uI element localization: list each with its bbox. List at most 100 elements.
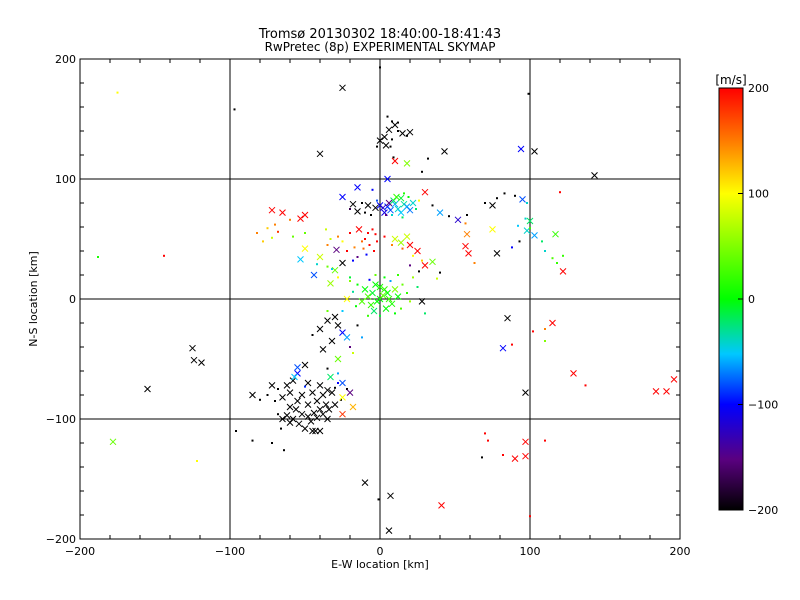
data-point-cross [310, 409, 318, 417]
data-point-cross [331, 266, 339, 274]
data-point-dot [277, 413, 279, 416]
data-points [97, 66, 678, 534]
data-point-dot [356, 256, 359, 258]
data-point-dot [544, 439, 546, 442]
data-point-dot [346, 388, 348, 390]
data-point-dot [532, 330, 534, 333]
data-point-dot [584, 384, 587, 387]
data-point-cross [370, 307, 378, 315]
data-point-cross [421, 262, 429, 269]
data-point-dot [401, 216, 404, 219]
data-point-cross [346, 389, 354, 396]
data-point-dot [262, 240, 264, 243]
data-point-dot [556, 262, 558, 264]
data-point-cross [324, 317, 331, 324]
data-point-cross [339, 379, 346, 387]
data-point-cross [393, 193, 400, 201]
data-point-cross [354, 208, 361, 215]
data-point-cross [349, 200, 357, 208]
data-point-cross [313, 397, 321, 405]
data-point-cross [379, 292, 387, 299]
data-point-cross [322, 401, 330, 408]
data-point-dot [526, 202, 528, 204]
data-point-dot [407, 196, 410, 198]
data-point-dot [406, 292, 408, 294]
data-point-cross [312, 427, 319, 435]
data-point-dot [412, 276, 414, 279]
data-point-cross [522, 389, 529, 396]
data-point-cross [190, 356, 198, 364]
data-point-cross [406, 241, 414, 249]
colorbar-tick-label: −200 [748, 504, 778, 517]
data-point-dot [473, 262, 476, 264]
data-point-dot [394, 312, 396, 315]
data-point-dot [341, 240, 344, 243]
data-point-cross [304, 413, 312, 420]
data-point-dot [356, 283, 359, 286]
data-point-dot [397, 130, 399, 132]
data-point-dot [529, 515, 531, 518]
data-point-dot [316, 263, 318, 266]
data-point-cross [268, 382, 276, 389]
data-point-cross [316, 150, 324, 158]
data-point-dot [401, 247, 404, 250]
data-point-cross [406, 206, 414, 214]
data-point-cross [355, 226, 363, 233]
data-point-dot [377, 498, 380, 501]
data-point-dot [416, 286, 419, 288]
data-point-dot [544, 250, 546, 252]
data-point-dot [304, 385, 306, 388]
data-point-dot [280, 427, 282, 430]
data-point-cross [307, 418, 315, 425]
data-point-cross [316, 253, 324, 261]
data-point-dot [367, 314, 369, 317]
data-point-cross [406, 128, 414, 136]
data-point-dot [415, 208, 417, 210]
data-point-dot [376, 199, 378, 202]
data-point-dot [97, 256, 99, 258]
data-point-cross [297, 256, 304, 263]
data-point-cross [384, 289, 391, 297]
data-point-cross [438, 502, 445, 509]
x-tick-label: 200 [670, 545, 691, 558]
data-point-dot [421, 170, 423, 173]
data-point-dot [277, 230, 279, 233]
data-point-cross [388, 300, 396, 308]
data-point-dot [311, 334, 314, 336]
data-point-cross [325, 406, 333, 413]
data-point-dot [392, 156, 395, 159]
x-tick-label: −200 [65, 545, 95, 558]
data-point-dot [544, 328, 546, 330]
data-point-dot [466, 214, 468, 216]
data-point-cross [489, 202, 496, 209]
data-point-cross [385, 199, 393, 207]
data-point-cross [304, 379, 312, 387]
data-point-cross [249, 391, 256, 399]
data-point-cross [364, 202, 372, 209]
data-point-dot [541, 240, 543, 243]
data-point-cross [286, 389, 294, 396]
data-point-cross [511, 455, 519, 462]
data-point-dot [352, 290, 354, 293]
data-point-dot [233, 108, 236, 111]
data-point-dot [401, 283, 404, 286]
data-point-dot [391, 138, 393, 141]
data-point-cross [385, 295, 393, 303]
data-point-cross [283, 412, 291, 419]
data-point-cross [331, 313, 339, 321]
data-point-dot [368, 278, 371, 281]
data-point-dot [511, 246, 513, 249]
data-point-dot [364, 238, 366, 240]
data-point-dot [274, 223, 276, 226]
data-point-dot [529, 227, 531, 230]
data-point-dot [349, 232, 351, 234]
data-point-cross [349, 403, 357, 411]
data-point-dot [496, 197, 498, 200]
y-tick-label: 100 [55, 173, 76, 186]
data-point-cross [465, 250, 472, 257]
data-point-cross [382, 142, 390, 149]
data-point-cross [409, 199, 417, 207]
data-point-cross [297, 215, 304, 222]
data-point-cross [294, 364, 301, 371]
